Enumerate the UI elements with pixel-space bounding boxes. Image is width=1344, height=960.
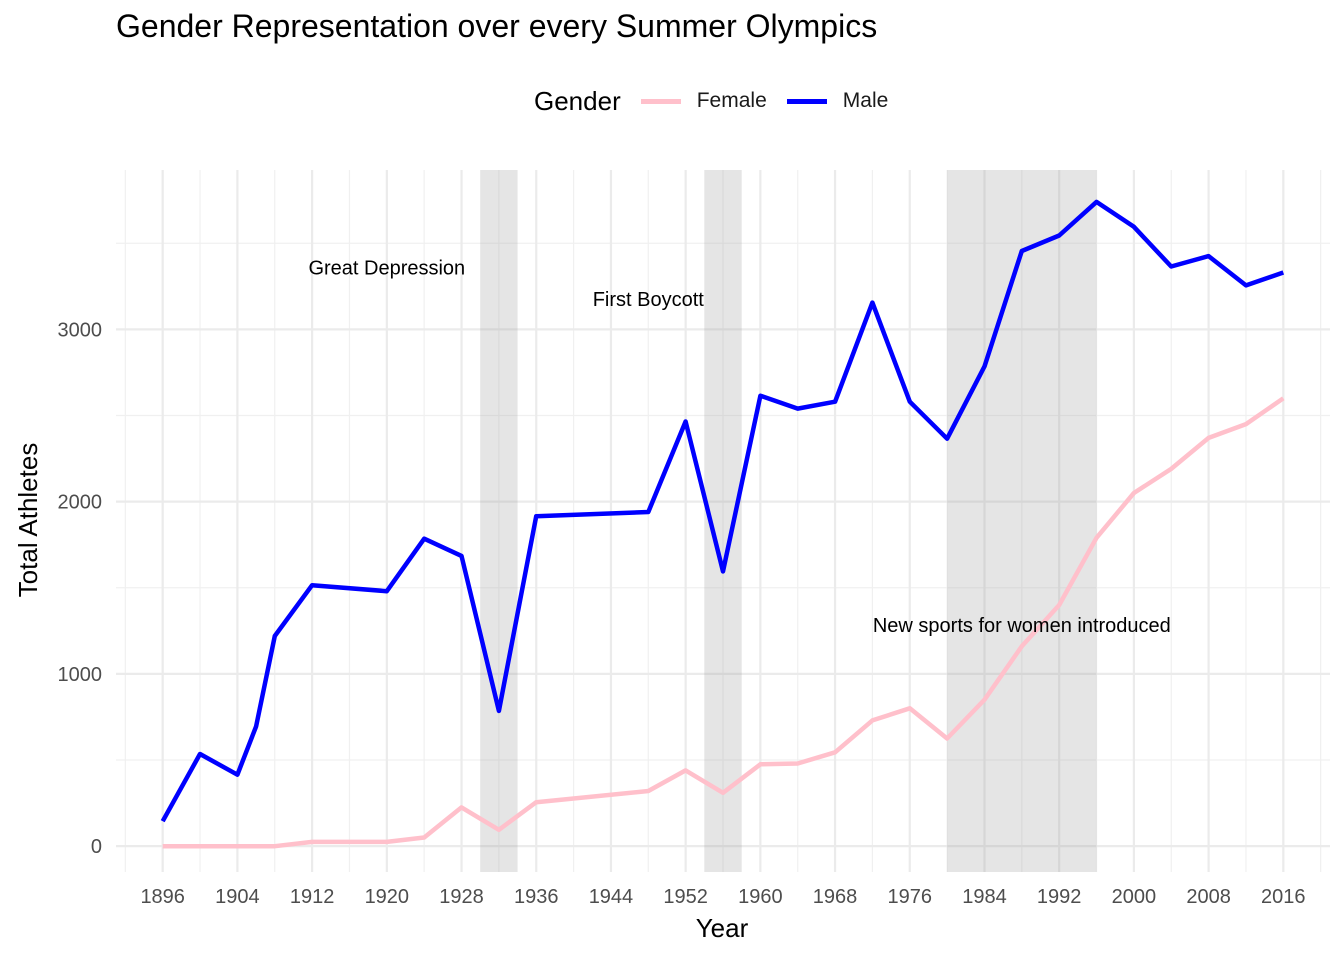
legend-label-male: Male xyxy=(842,89,889,112)
legend-title: Gender xyxy=(534,85,621,116)
series-line-female xyxy=(162,396,1285,849)
annotations: Great Depression First Boycott New sports … xyxy=(308,257,1170,636)
x-tick-label: 2000 xyxy=(1112,886,1157,908)
x-tick-label: 1904 xyxy=(215,886,260,908)
legend-item-female: Female xyxy=(640,89,767,113)
y-tick-labels: 0 1000 2000 3000 xyxy=(58,319,103,858)
x-tick-labels: 1896 1904 1912 1920 1928 1936 1944 1952 1960 1968… xyxy=(140,886,1305,908)
x-tick-label: 1944 xyxy=(589,886,634,908)
x-tick-label: 1992 xyxy=(1037,886,1082,908)
y-tick-label: 2000 xyxy=(58,492,103,514)
y-tick-label: 3000 xyxy=(58,319,103,341)
legend-key-female xyxy=(640,98,681,104)
x-tick-label: 2008 xyxy=(1186,886,1231,908)
x-tick-label: 1952 xyxy=(663,886,708,908)
y-tick-label: 1000 xyxy=(58,664,103,686)
legend-label-female: Female xyxy=(696,89,767,112)
annotation-label: First Boycott xyxy=(593,289,705,311)
x-tick-label: 1976 xyxy=(888,886,933,908)
shaded-region xyxy=(480,170,518,872)
y-tick-label: 0 xyxy=(91,836,102,858)
y-axis-title: Total Athletes xyxy=(13,443,43,598)
series-lines xyxy=(160,199,1285,849)
major-gridlines xyxy=(116,170,1330,872)
x-tick-label: 1968 xyxy=(813,886,858,908)
annotation-label: Great Depression xyxy=(308,257,465,279)
x-axis-title: Year xyxy=(696,913,749,943)
x-tick-label: 1912 xyxy=(290,886,335,908)
legend-key-male xyxy=(786,98,827,104)
shaded-regions xyxy=(480,170,1097,872)
minor-gridlines xyxy=(116,170,1330,872)
legend: Gender Female Male xyxy=(534,84,908,118)
chart-title: Gender Representation over every Summer … xyxy=(116,8,878,44)
x-tick-label: 1960 xyxy=(738,886,783,908)
x-tick-label: 1984 xyxy=(962,886,1007,908)
series-line-male xyxy=(160,199,1285,823)
shaded-region xyxy=(947,170,1097,872)
legend-item-male: Male xyxy=(786,89,889,113)
x-tick-label: 2016 xyxy=(1261,886,1306,908)
x-tick-label: 1920 xyxy=(365,886,410,908)
x-tick-label: 1896 xyxy=(140,886,185,908)
x-tick-label: 1936 xyxy=(514,886,559,908)
annotation-label: New sports for women introduced xyxy=(873,615,1171,637)
x-tick-label: 1928 xyxy=(439,886,484,908)
